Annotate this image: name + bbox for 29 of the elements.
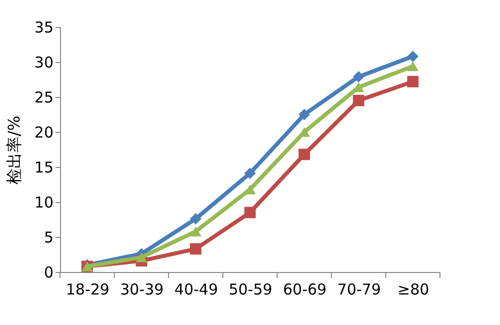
x-tick-label: 18-29 (66, 280, 110, 298)
point (298, 148, 310, 160)
y-tick-label: 10 (34, 194, 54, 212)
point (407, 50, 419, 62)
point (352, 71, 364, 82)
point (190, 226, 202, 236)
y-tick-label: 15 (34, 158, 54, 176)
y-tick-label: 30 (34, 54, 54, 72)
point (244, 206, 256, 218)
point (407, 76, 419, 88)
point (298, 108, 310, 120)
point (190, 213, 202, 224)
x-tick-label: 30-39 (120, 280, 164, 298)
point (352, 94, 364, 106)
point (244, 168, 256, 179)
y-tick-label: 0 (44, 264, 54, 282)
x-tick-label: 50-59 (228, 280, 272, 298)
y-tick-label: 20 (34, 124, 54, 142)
y-tick-label: 35 (34, 18, 54, 36)
point (136, 252, 148, 262)
x-tick-label: ≥80 (398, 280, 430, 298)
point (190, 243, 202, 255)
point (407, 61, 419, 72)
x-tick-label: 70-79 (337, 280, 381, 298)
y-axis-title: 检出率/% (4, 116, 24, 184)
x-tick-label: 40-49 (174, 280, 218, 298)
y-tick-label: 5 (44, 228, 54, 246)
x-tick-label: 60-69 (282, 280, 327, 298)
y-tick-label: 25 (34, 88, 54, 106)
